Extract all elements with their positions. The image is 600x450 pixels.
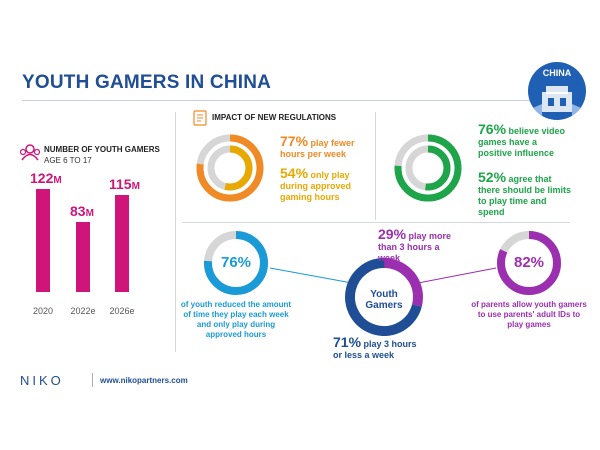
reduced-text: of youth reduced the amount of time they… (180, 300, 292, 339)
parents-donut (497, 231, 561, 295)
stat-29-text: play more than 3 hours a week (378, 231, 452, 263)
regulations-donut (196, 134, 264, 202)
bar-unit-2022e: M (85, 207, 94, 219)
bar-value-2022e: 83M (70, 202, 94, 219)
document-icon (193, 110, 207, 126)
footer-url[interactable]: www.nikopartners.com (100, 376, 188, 385)
bar-value-2026e: 115M (109, 175, 140, 192)
stat-54: 54% only play during approved gaming hou… (280, 165, 365, 203)
donut-parents-arc (497, 231, 561, 295)
title-divider (22, 100, 570, 101)
regulations-heading: IMPACT OF NEW REGULATIONS (212, 113, 337, 122)
stat-54-text: only play during approved gaming hours (280, 170, 352, 202)
connector-left (269, 267, 353, 284)
infographic-card (0, 64, 600, 387)
footer-separator (92, 373, 93, 387)
badge-label: CHINA (542, 68, 572, 78)
bar-category-2022e: 2022e (70, 306, 96, 316)
bar-2026e (115, 194, 129, 292)
reduced-pct: 76% (220, 254, 252, 271)
divider-middle (375, 112, 376, 220)
donut-77-arc (196, 134, 264, 202)
parents-text: of parents allow youth gamers to use par… (471, 300, 587, 329)
bar-category-2026e: 2026e (109, 306, 135, 316)
stat-76b: 76% believe video games have a positive … (478, 121, 573, 159)
bar-2022e (76, 221, 90, 292)
bar-category-2020: 2020 (32, 306, 54, 316)
stat-29-pct: 29% (378, 226, 407, 242)
stat-76b-text: believe video games have a positive infl… (478, 126, 566, 158)
stat-71-pct: 71% (333, 334, 362, 350)
stat-71: 71% play 3 hours or less a week (333, 334, 418, 361)
connector-right (417, 267, 497, 284)
stat-52-text: agree that there should be limits to pla… (478, 174, 572, 217)
donut-76-arc (394, 134, 462, 202)
center-label: Youth Gamers (365, 289, 403, 311)
great-wall-icon (528, 86, 586, 120)
stat-77: 77% play fewer hours per week (280, 133, 365, 160)
stat-54-pct: 54% (280, 165, 309, 181)
bar-unit-2020: M (53, 175, 62, 186)
youth-gamers-icon (20, 144, 40, 161)
stat-29: 29% play more than 3 hours a week (378, 226, 463, 264)
gamers-heading: NUMBER OF YOUTH GAMERS (44, 145, 160, 154)
parents-pct: 82% (513, 254, 545, 271)
china-badge: CHINA (528, 62, 586, 120)
divider-horizontal (182, 222, 570, 223)
stat-52-pct: 52% (478, 169, 507, 185)
donut-52-arc (405, 145, 451, 191)
donut-reduced-arc (204, 231, 268, 295)
playtime-donut (345, 258, 423, 336)
stat-52: 52% agree that there should be limits to… (478, 169, 573, 218)
reduced-donut (204, 231, 268, 295)
stat-71-text: play 3 hours or less a week (333, 339, 417, 360)
page-title: YOUTH GAMERS IN CHINA (22, 72, 272, 93)
gamers-subheading: AGE 6 TO 17 (44, 156, 92, 165)
stat-77-pct: 77% (280, 133, 309, 149)
stat-77-text: play fewer hours per week (280, 138, 355, 159)
divider-left (175, 112, 176, 352)
bar-value-2020: 122M (30, 170, 62, 186)
donut-54-arc (207, 145, 253, 191)
bar-2020 (36, 189, 50, 292)
bar-unit-2026e: M (131, 180, 140, 192)
niko-logo: NIKO (20, 373, 64, 388)
attitudes-donut (394, 134, 462, 202)
stat-76b-pct: 76% (478, 121, 507, 137)
